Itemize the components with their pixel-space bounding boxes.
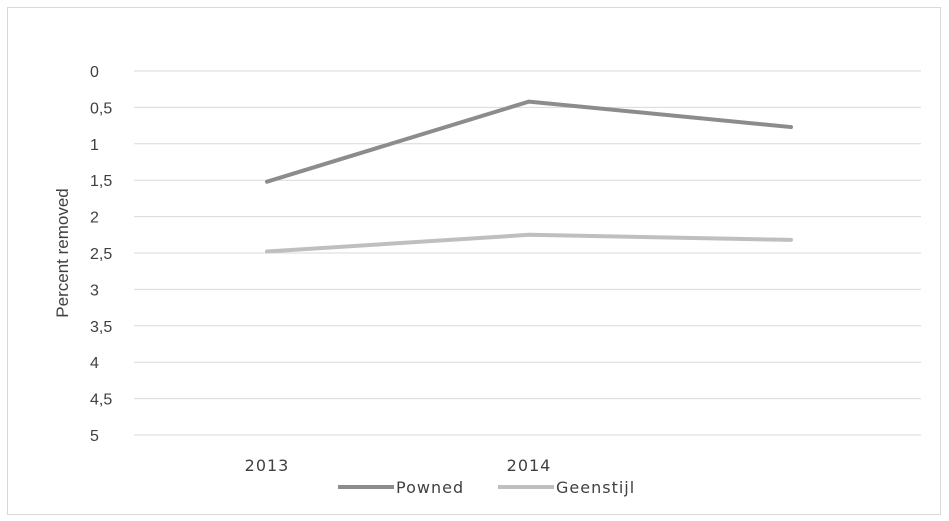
x-axis-ticks: 2013 2014 [245, 456, 552, 475]
series-lines [265, 99, 793, 254]
y-tick-label: 2,5 [90, 246, 112, 263]
x-tick-label: 2013 [245, 456, 290, 475]
x-tick-label: 2014 [507, 456, 552, 475]
y-axis-ticks: 0 0,5 1 1,5 2 2,5 3 3,5 4 4,5 5 [90, 64, 112, 445]
y-tick-label: 5 [90, 428, 99, 445]
y-tick-label: 3 [90, 282, 99, 299]
y-tick-label: 2 [90, 210, 99, 227]
series-line-geenstijl [265, 232, 793, 254]
y-tick-label: 4,5 [90, 392, 112, 409]
y-axis-title: Percent removed [53, 188, 72, 317]
y-tick-label: 0,5 [90, 100, 112, 117]
legend: Powned Geenstijl [338, 478, 635, 497]
y-tick-label: 1,5 [90, 173, 112, 190]
y-tick-label: 3,5 [90, 319, 112, 336]
y-tick-label: 4 [90, 355, 99, 372]
gridlines [134, 70, 921, 436]
legend-label: Powned [396, 478, 464, 497]
series-line-powned [265, 99, 793, 184]
legend-label: Geenstijl [556, 478, 635, 497]
y-tick-label: 0 [90, 64, 99, 81]
chart-frame [7, 7, 941, 515]
y-tick-label: 1 [90, 137, 99, 154]
